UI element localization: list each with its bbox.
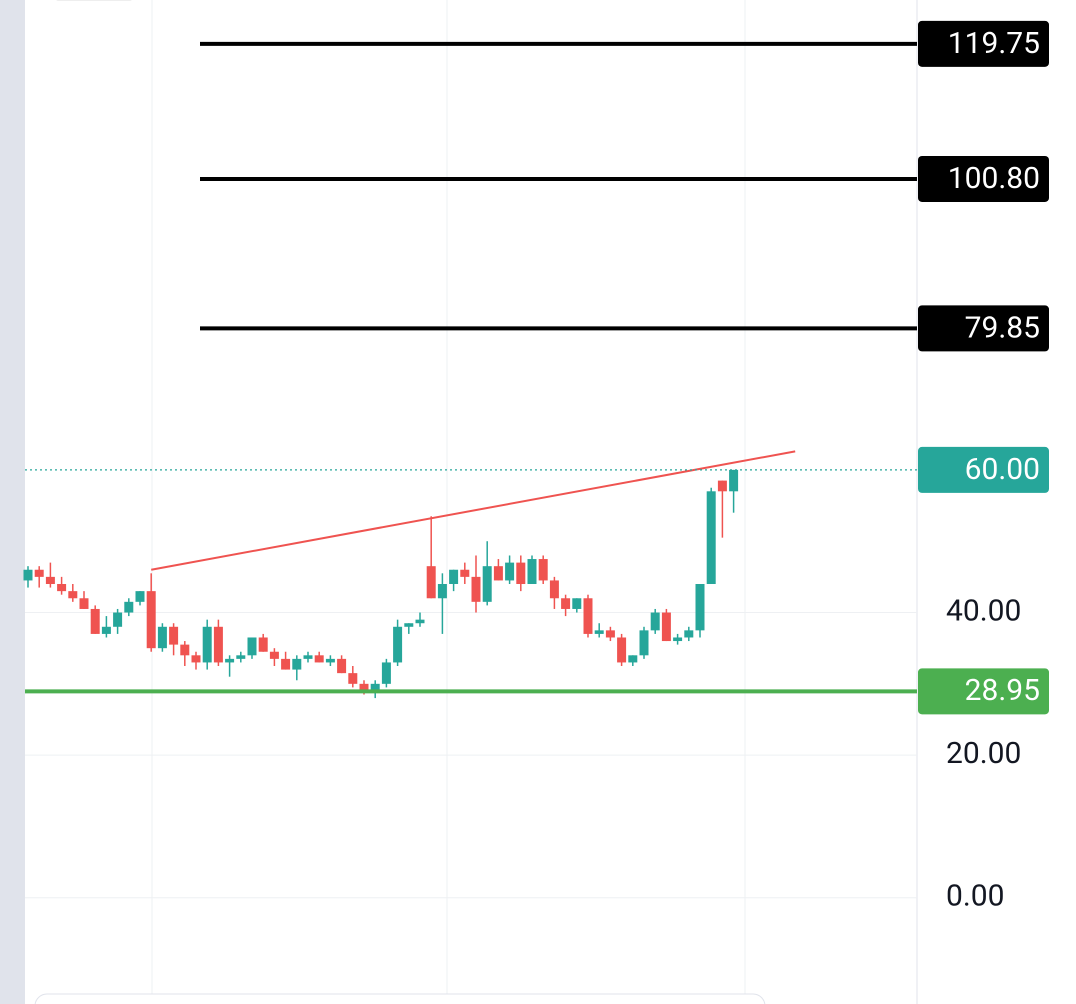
candle-body <box>45 576 55 585</box>
candle-body <box>583 598 593 634</box>
candle-body <box>348 673 358 684</box>
candle-body <box>605 630 615 638</box>
candle-body <box>706 491 716 585</box>
candle-body <box>314 655 324 663</box>
candle-body <box>202 626 212 663</box>
candle-body <box>650 612 660 631</box>
candle-body <box>404 623 414 627</box>
trendline <box>151 450 796 571</box>
candle-body <box>393 626 403 663</box>
price-label: 119.75 <box>948 26 1040 61</box>
price-label: 28.95 <box>965 673 1040 708</box>
candle-body <box>639 630 649 656</box>
candle-body <box>661 612 671 642</box>
candle-body <box>225 658 235 663</box>
price-label-box <box>918 155 1049 202</box>
candle-body <box>337 658 347 674</box>
candle-body <box>258 637 268 652</box>
candle-body <box>437 584 447 599</box>
candle-body <box>505 562 515 581</box>
candle-body <box>549 580 559 599</box>
candle-body <box>381 662 391 684</box>
price-label-box <box>918 20 1049 67</box>
candle-body <box>516 562 526 585</box>
plot: 0.00 20.00 40.00 <box>23 41 1021 914</box>
candle-body <box>34 569 44 577</box>
candle-body <box>169 626 179 645</box>
candle-body <box>79 598 89 609</box>
candle-body <box>482 566 492 602</box>
candle-body <box>213 626 223 663</box>
y-tick-label: 0.00 <box>946 879 1005 914</box>
candle-body <box>594 630 604 634</box>
y-tick-label: 40.00 <box>946 593 1021 628</box>
price-label: 60.00 <box>965 452 1040 487</box>
candle-body <box>617 637 627 663</box>
candle-body <box>90 608 100 634</box>
candle-body <box>370 683 380 691</box>
candle-body <box>460 569 470 577</box>
candle-body <box>146 591 156 649</box>
candle-body <box>729 469 739 492</box>
candle-body <box>23 569 33 581</box>
candle-body <box>124 601 134 613</box>
candle-body <box>695 584 705 631</box>
candle-body <box>68 591 78 599</box>
price-label: 79.85 <box>965 310 1040 345</box>
candle-body <box>684 630 694 638</box>
price-label: 100.80 <box>948 161 1040 196</box>
candle-body <box>628 655 638 663</box>
candle-body <box>471 576 481 602</box>
candle-body <box>673 637 683 642</box>
candle-body <box>426 566 436 599</box>
candle-body <box>157 626 167 649</box>
y-tick-label: 20.00 <box>946 736 1021 771</box>
price-label-box <box>918 668 1049 715</box>
candle-body <box>561 598 571 609</box>
candle-body <box>527 559 537 585</box>
candle-body <box>135 591 145 602</box>
bottom-panel <box>34 993 766 1004</box>
candle-body <box>325 658 335 663</box>
candle-body <box>717 480 727 492</box>
side-strip <box>0 0 25 1004</box>
candle-body <box>292 658 302 670</box>
candle-body <box>113 612 123 627</box>
candle-body <box>191 655 201 663</box>
price-label-box <box>918 446 1049 493</box>
candle-body <box>101 626 111 634</box>
candle-body <box>236 655 246 659</box>
candle-body <box>269 651 279 659</box>
candle-body <box>449 569 459 585</box>
candle-body <box>247 637 257 656</box>
candle-body <box>281 658 291 670</box>
candle-body <box>538 559 548 581</box>
candle-body <box>303 655 313 659</box>
candle-body <box>572 598 582 609</box>
price-label-box <box>918 305 1049 352</box>
candle-body <box>57 584 67 592</box>
candle-body <box>415 619 425 624</box>
candle-body <box>493 566 503 581</box>
candle-body <box>180 644 190 656</box>
candle-body <box>359 683 369 691</box>
